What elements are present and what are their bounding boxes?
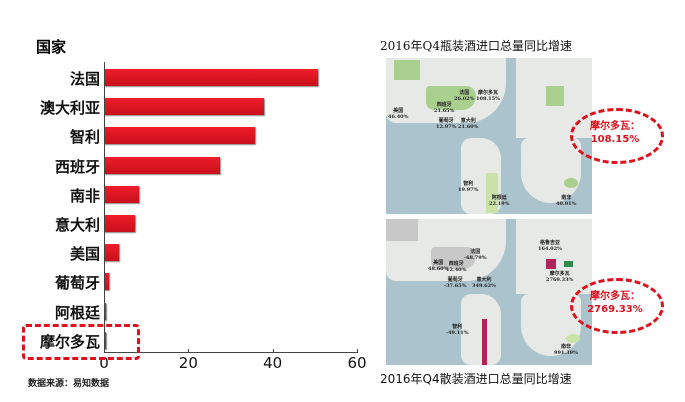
bar-西班牙 [104,156,220,174]
map-label: 南非 40.91% [556,195,576,207]
bar-智利 [104,127,255,145]
callout-value: 108.15% [590,134,640,145]
bar-摩尔多瓦 [104,331,106,349]
top-callout: 摩尔多瓦： 108.15% [575,120,655,146]
x-tick-label: 40 [263,354,283,372]
data-source: 数据来源：易知数据 [28,379,110,389]
x-tick-mark [188,349,190,353]
country-name: 西班牙 [448,261,464,267]
y-axis-title: 国家 [36,38,67,56]
bar-美国 [104,244,120,262]
category-label: 摩尔多瓦 [39,332,100,351]
growth-value: 22.19% [489,201,510,207]
country-name: 美国 [433,260,444,266]
category-label: 美国 [69,245,100,264]
growth-value: 21.65% [434,108,455,114]
category-label: 意大利 [54,216,100,234]
y-axis-line [104,62,105,352]
country-name: 南非 [561,195,572,201]
growth-value: 48.60% [428,266,449,272]
growth-value: 19.97% [458,187,479,193]
category-label: 智利 [69,128,100,147]
x-axis-line [104,352,357,353]
country-name: 法国 [470,249,481,255]
map-label: 摩尔多瓦 2769.33% [546,271,573,283]
map-label: 美国 46.40% [388,108,408,120]
growth-value: 12.40% [446,267,467,273]
category-label: 南非 [69,186,100,205]
growth-value: 12.97% [436,124,457,130]
map-label: 西班牙 21.65% [434,102,454,114]
map-label: 葡萄牙 12.97% [436,118,456,130]
map-label: 南非 991.39% [554,344,578,356]
callout-name: 摩尔多瓦： [590,121,640,132]
growth-value: 46.40% [388,114,409,120]
bar-澳大利亚 [104,98,264,116]
bar-葡萄牙 [104,273,110,291]
country-name: 葡萄牙 [438,118,454,124]
bar-意大利 [104,215,135,232]
country-name: 意大利 [476,277,492,283]
country-name: 法国 [459,90,470,96]
callout-value: 2769.33% [587,304,643,315]
country-name: 摩尔多瓦 [477,90,498,96]
country-name: 意大利 [460,118,476,124]
growth-value: -49.11% [446,330,469,336]
map-label: 西班牙 12.40% [446,261,466,273]
country-name: 西班牙 [436,102,452,108]
map-label: 法国 -68.79% [464,249,486,261]
bar-阿根廷 [104,302,106,320]
growth-value: 21.60% [458,124,479,130]
map-label: 阿根廷 22.19% [489,195,509,207]
map-label: 格鲁吉亚 164.02% [538,240,562,252]
growth-value: 40.91% [556,201,577,207]
growth-value: 26.02% [454,96,475,102]
category-label: 法国 [69,70,100,88]
highlight-box [22,324,140,360]
x-tick-mark [357,349,358,353]
bottom-map-title: 2016年Q4散装酒进口总量同比增速 [380,372,572,386]
country-name: 葡萄牙 [447,277,463,283]
map-label: 智利 19.97% [458,181,478,193]
growth-value: -68.79% [464,255,487,261]
map-label: 法国 26.02% [454,90,474,102]
bottom-callout: 摩尔多瓦： 2769.33% [575,290,655,316]
top-map-title: 2016年Q4瓶装酒进口总量同比增速 [380,39,573,53]
country-name: 智利 [463,181,474,187]
map-label: 美国 48.60% [428,260,448,272]
map-label: 葡萄牙 -37.65% [444,277,466,289]
growth-value: 349.62% [472,283,496,289]
country-name: 格鲁吉亚 [539,240,560,246]
bottom-map: 美国 48.60% 法国 -68.79% 格鲁吉亚 164.02% 西班牙 12.40% 摩尔多… [386,219,592,365]
category-label: 葡萄牙 [54,274,100,293]
country-name: 美国 [393,108,404,114]
growth-value: 164.02% [538,246,562,252]
growth-value: 2769.33% [546,277,574,283]
map-label: 摩尔多瓦 108.15% [476,90,500,102]
category-label: 西班牙 [54,157,100,176]
x-tick-label: 20 [178,354,198,372]
x-tick-mark [272,349,274,353]
bar-法国 [104,69,318,86]
category-label: 阿根廷 [54,303,100,322]
country-name: 阿根廷 [491,195,507,201]
bottom-callout-ellipse [570,278,664,334]
x-tick-mark [104,349,105,353]
growth-value: -37.65% [444,283,467,289]
category-label: 澳大利亚 [39,99,100,118]
callout-name: 摩尔多瓦： [590,291,640,302]
country-name: 智利 [452,324,463,330]
growth-value: 108.15% [476,96,500,102]
growth-value: 991.39% [554,350,578,356]
top-map: 美国 46.40% 法国 26.02% 西班牙 21.65% 葡萄牙 12.97% 意大利 21.… [386,58,592,214]
bar-南非 [104,185,140,203]
top-callout-ellipse [570,108,664,164]
map-label: 意大利 21.60% [458,118,478,130]
map-label: 意大利 349.62% [472,277,496,289]
x-tick-label: 60 [347,354,367,372]
map-label: 智利 -49.11% [446,324,468,336]
country-name: 南非 [560,344,571,350]
country-name: 摩尔多瓦 [549,271,570,277]
x-tick-label: 0 [99,354,109,372]
